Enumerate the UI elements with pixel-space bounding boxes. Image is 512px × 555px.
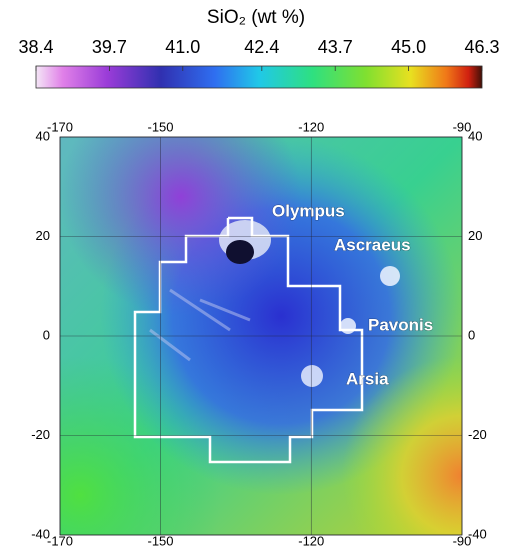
x-tick-label: -170 [47, 533, 73, 548]
y-tick-label: 0 [43, 327, 50, 342]
x-tick-label: -150 [147, 119, 173, 134]
x-tick-label: -120 [298, 119, 324, 134]
colorbar-tick-label: 46.3 [464, 37, 499, 57]
figure: SiO₂ (wt %) Olympus Ascraeus Pavonis Ars… [0, 0, 512, 550]
colorbar [36, 66, 482, 88]
colorbar-tick-label: 42.4 [244, 37, 279, 57]
x-tick-label: -120 [298, 533, 324, 548]
y-tick-label: 20 [468, 228, 482, 243]
colorbar-tick-label: 43.7 [318, 37, 353, 57]
colorbar-tick-label: 41.0 [165, 37, 200, 57]
colorbar-tick-label: 39.7 [92, 37, 127, 57]
y-tick-label: -40 [468, 526, 487, 541]
y-tick-label: 40 [468, 128, 482, 143]
colorbar-tick-label: 45.0 [391, 37, 426, 57]
y-tick-label: -20 [468, 427, 487, 442]
x-tick-label: -150 [147, 533, 173, 548]
y-tick-label: 20 [36, 228, 50, 243]
y-tick-label: -20 [31, 427, 50, 442]
x-tick-label: -170 [47, 119, 73, 134]
y-tick-label: -40 [31, 526, 50, 541]
volcano-label: Arsia [346, 369, 389, 388]
y-tick-label: 0 [468, 327, 475, 342]
volcano-label: Olympus [272, 201, 345, 220]
colorbar-tick-label: 38.4 [18, 37, 53, 57]
volcano-label: Pavonis [368, 315, 433, 334]
y-tick-label: 40 [36, 128, 50, 143]
volcano-label: Ascraeus [334, 235, 411, 254]
colorbar-title: SiO₂ (wt %) [207, 7, 305, 28]
